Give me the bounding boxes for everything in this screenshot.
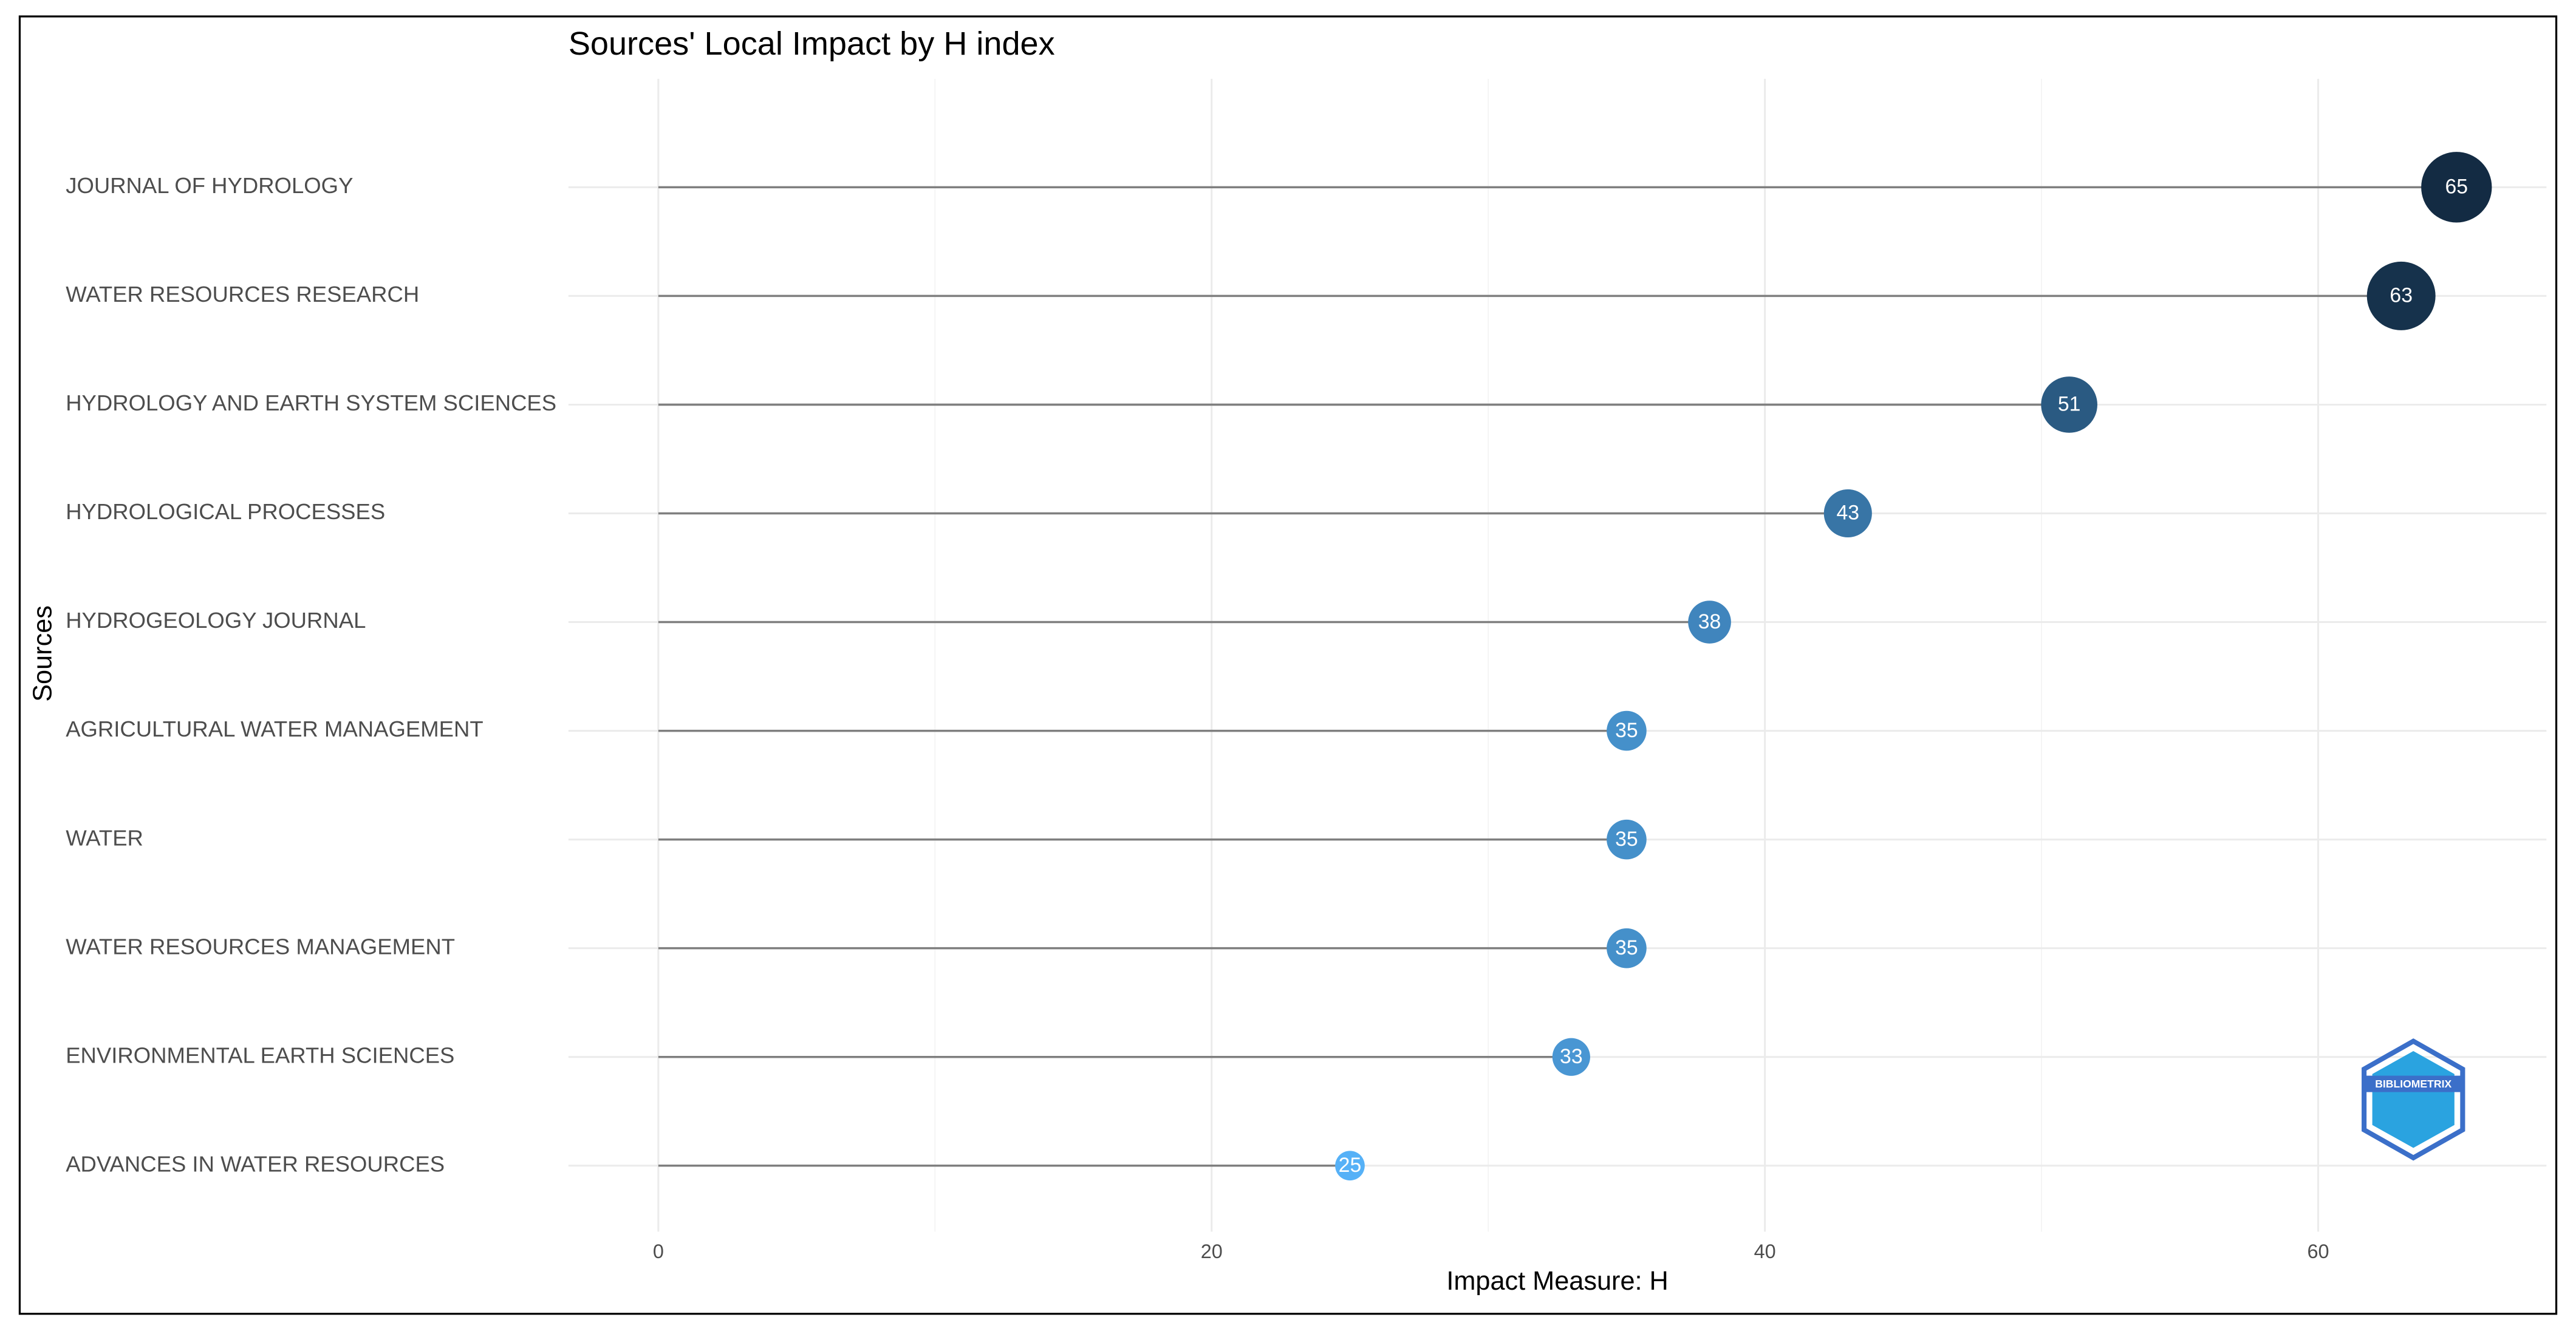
- value-label: 35: [1615, 936, 1638, 959]
- dot: [1607, 928, 1647, 968]
- x-tick-label: 0: [653, 1240, 664, 1262]
- y-tick-label: WATER: [66, 825, 143, 850]
- value-label: 63: [2390, 284, 2413, 307]
- y-tick-label: WATER RESOURCES MANAGEMENT: [66, 934, 455, 959]
- y-axis-label: Sources: [28, 605, 57, 702]
- y-tick-label: HYDROLOGICAL PROCESSES: [66, 499, 385, 524]
- dot: [2421, 152, 2492, 223]
- frame: [18, 15, 2558, 1315]
- value-label: 51: [2058, 393, 2081, 416]
- y-tick-label: AGRICULTURAL WATER MANAGEMENT: [66, 716, 483, 741]
- x-tick-label: 40: [1754, 1240, 1776, 1262]
- value-label: 38: [1698, 610, 1721, 633]
- value-label: 33: [1560, 1045, 1583, 1068]
- y-tick-label: ADVANCES IN WATER RESOURCES: [66, 1151, 445, 1176]
- logo-text: BIBLIOMETRIX: [2375, 1078, 2451, 1090]
- dot: [1607, 710, 1647, 751]
- x-tick-label: 60: [2308, 1240, 2329, 1262]
- dot: [2366, 261, 2436, 330]
- logo-hexagon: [2362, 1038, 2465, 1161]
- dot: [1335, 1151, 1365, 1181]
- logo-band: [2365, 1075, 2461, 1092]
- y-tick-label: ENVIRONMENTAL EARTH SCIENCES: [66, 1043, 454, 1067]
- dot: [1607, 819, 1647, 860]
- logo: BIBLIOMETRIX: [2362, 1038, 2465, 1161]
- dot: [1823, 489, 1872, 538]
- x-axis-label: Impact Measure: H: [1446, 1267, 1668, 1296]
- logo-fill: [2372, 1050, 2455, 1148]
- dot: [2041, 376, 2097, 433]
- dot: [1552, 1038, 1590, 1076]
- value-label: 35: [1615, 828, 1638, 851]
- y-tick-label: HYDROGEOLOGY JOURNAL: [66, 608, 366, 633]
- dot: [1688, 601, 1731, 644]
- value-label: 35: [1615, 719, 1638, 742]
- value-label: 25: [1339, 1154, 1362, 1177]
- y-tick-label: JOURNAL OF HYDROLOGY: [66, 173, 353, 198]
- chart-title: Sources' Local Impact by H index: [569, 26, 1055, 62]
- y-tick-label: HYDROLOGY AND EARTH SYSTEM SCIENCES: [66, 390, 556, 415]
- x-tick-label: 20: [1201, 1240, 1223, 1262]
- y-tick-label: WATER RESOURCES RESEARCH: [66, 282, 419, 307]
- value-label: 65: [2445, 175, 2468, 199]
- value-label: 43: [1837, 502, 1860, 525]
